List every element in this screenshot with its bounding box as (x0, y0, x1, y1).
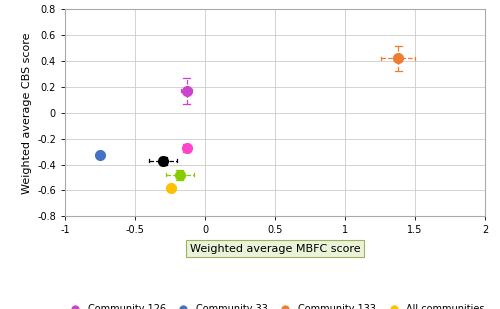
Y-axis label: Weighted average CBS score: Weighted average CBS score (22, 32, 32, 193)
X-axis label: Weighted average MBFC score: Weighted average MBFC score (190, 244, 360, 254)
Legend: Community 126, Community 46, Community 33, Community 54, Community 133, Communit: Community 126, Community 46, Community 3… (66, 304, 484, 309)
